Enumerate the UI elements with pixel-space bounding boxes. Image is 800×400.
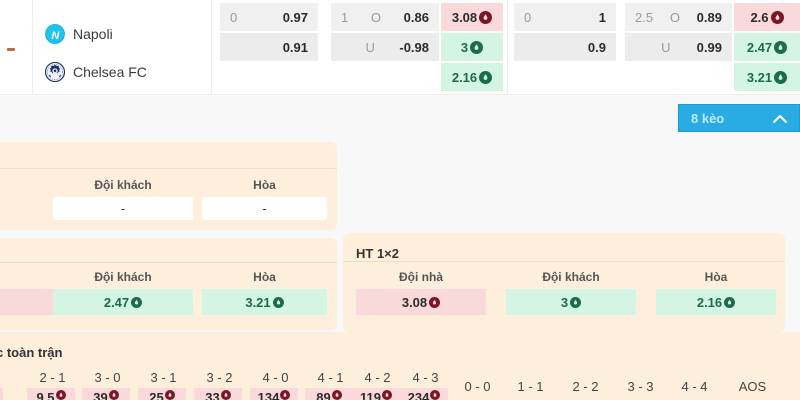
- svg-text:N: N: [51, 29, 60, 41]
